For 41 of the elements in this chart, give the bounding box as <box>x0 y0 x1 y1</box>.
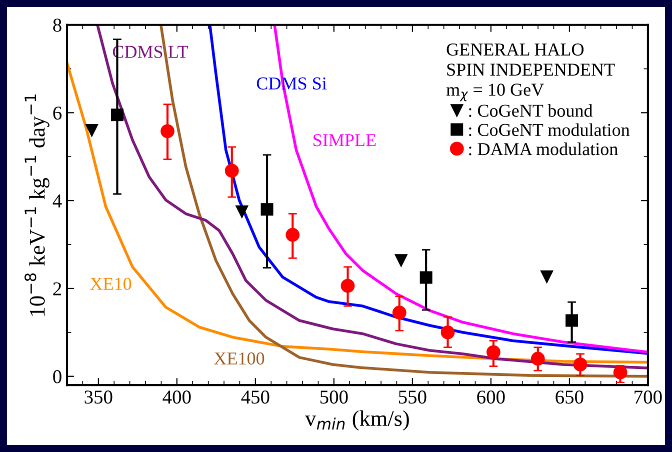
point <box>530 352 545 366</box>
point <box>420 271 432 284</box>
point <box>573 358 588 372</box>
x-tick-label: 600 <box>477 390 505 404</box>
x-tick-label: 550 <box>398 390 426 404</box>
point <box>86 124 98 137</box>
x-tick-label: 450 <box>241 390 270 404</box>
x-tick-label: 350 <box>84 390 112 404</box>
point <box>440 325 455 340</box>
point <box>613 365 628 380</box>
x-axis-title: v$_{min}$ (km/s) <box>305 410 409 431</box>
point <box>160 124 174 138</box>
point <box>286 228 300 242</box>
point <box>392 306 406 320</box>
point <box>394 254 408 267</box>
y-tick-label: 4 <box>52 194 62 208</box>
y-tick-label: 8 <box>53 18 62 32</box>
point <box>486 345 500 360</box>
legend-label: : CoGeNT modulation <box>469 123 630 136</box>
point <box>260 203 274 216</box>
y-tick-label: 6 <box>53 106 62 120</box>
point <box>566 314 578 327</box>
legend-title: GENERAL HALO SPIN INDEPENDENT m$_{χ}$ = 10 GeV <box>446 43 615 102</box>
x-tick-label: 400 <box>162 390 191 404</box>
series-label: XE100 <box>214 352 264 365</box>
point <box>110 108 124 122</box>
legend-label: : CoGeNT bound <box>469 104 593 117</box>
y-tick-label: 2 <box>53 282 62 296</box>
point <box>224 164 239 178</box>
y-axis-title: 10$^{−8}$ keV$^{−1}$ kg$^{−1}$ day$^{−1}$ <box>24 94 50 316</box>
y-tick-label: 0 <box>53 370 62 384</box>
point <box>236 205 248 218</box>
series-label: SIMPLE <box>314 134 376 146</box>
x-tick-label: 500 <box>320 390 348 404</box>
point <box>340 278 355 293</box>
point <box>540 270 554 283</box>
series-label: XE10 <box>90 278 132 290</box>
x-tick-label: 700 <box>634 390 662 404</box>
x-tick-label: 650 <box>556 390 584 404</box>
line-series <box>67 62 648 364</box>
legend-label: : DAMA modulation <box>469 142 618 156</box>
